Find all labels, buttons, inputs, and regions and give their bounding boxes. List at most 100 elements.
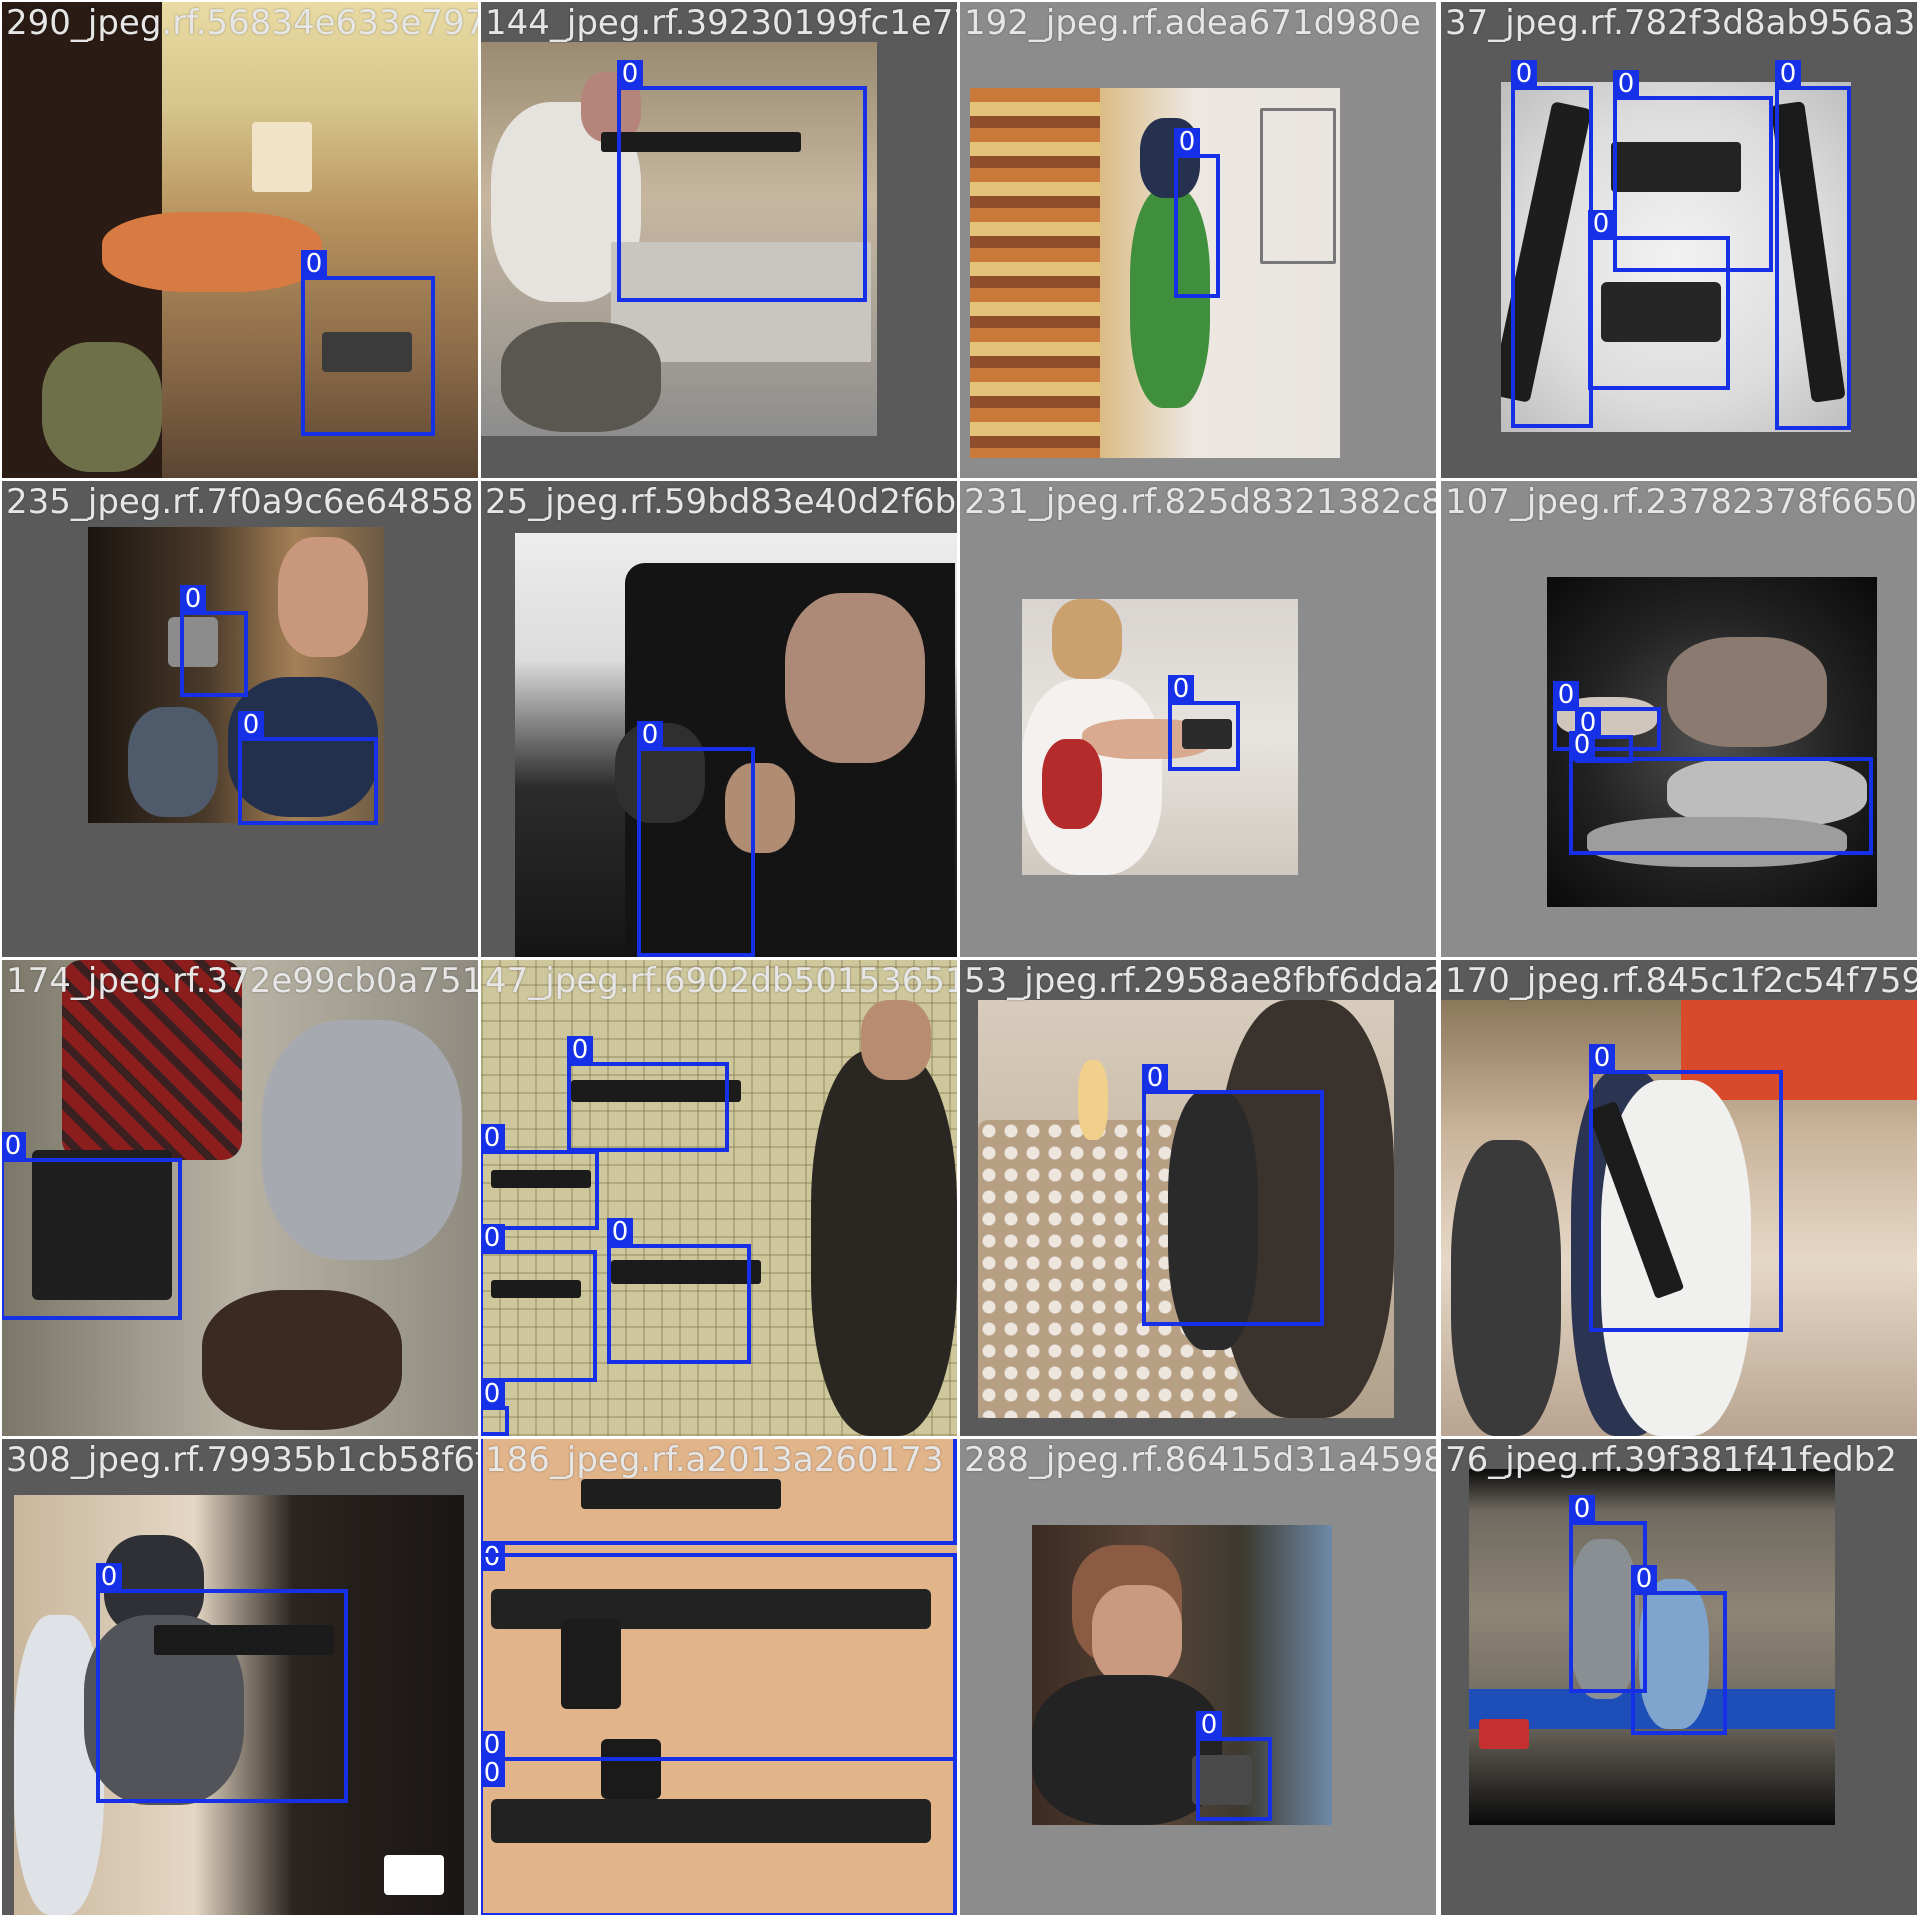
tile-photo — [1469, 1469, 1835, 1825]
tile-filename: 170_jpeg.rf.845c1f2c54f759 — [1445, 961, 1917, 1001]
detection-box: 0 — [238, 711, 378, 825]
mosaic-tile: 231_jpeg.rf.825d8321382c87 0 — [960, 481, 1436, 957]
detection-class-label: 0 — [301, 250, 327, 278]
detection-box: 0 — [1569, 731, 1873, 855]
detection-class-label: 0 — [617, 60, 643, 88]
detection-box: 0 — [481, 1380, 509, 1436]
tile-photo — [1501, 82, 1851, 432]
detection-class-label: 0 — [96, 1563, 122, 1591]
detection-box: 0 — [1174, 128, 1220, 298]
tile-filename: 25_jpeg.rf.59bd83e40d2f6ba — [485, 482, 957, 522]
detection-box: 0 — [637, 721, 755, 957]
detection-box: 0 — [2, 1132, 182, 1320]
tile-photo — [515, 533, 957, 957]
tile-filename: 144_jpeg.rf.39230199fc1e77 — [485, 3, 957, 43]
detection-box: 0 — [1511, 60, 1593, 428]
detection-class-label: 0 — [1196, 1711, 1222, 1739]
detection-box: 0 — [1142, 1064, 1324, 1326]
detection-box: 0 — [96, 1563, 348, 1803]
detection-box: 0 — [1775, 60, 1851, 430]
tile-filename: 174_jpeg.rf.372e99cb0a7518 — [6, 961, 478, 1001]
detection-box: 0 — [481, 1124, 599, 1230]
detection-box: 0 — [1168, 675, 1240, 771]
detection-class-label: 0 — [481, 1224, 505, 1252]
tile-filename: 231_jpeg.rf.825d8321382c87 — [964, 482, 1436, 522]
mosaic-tile: 76_jpeg.rf.39f381f41fedb2 0 0 — [1441, 1439, 1917, 1915]
mosaic-tile: 37_jpeg.rf.782f3d8ab956a35 0 0 0 0 — [1441, 2, 1917, 478]
detection-class-label: 0 — [481, 1759, 505, 1787]
detection-box: 0 — [567, 1036, 729, 1152]
tile-photo — [2, 960, 478, 1436]
detection-class-label: 0 — [1569, 1495, 1595, 1523]
detection-class-label: 0 — [1553, 681, 1579, 709]
detection-class-label: 0 — [1613, 70, 1639, 98]
tile-photo — [1032, 1525, 1332, 1825]
tile-filename: 235_jpeg.rf.7f0a9c6e64858 — [6, 482, 474, 522]
detection-class-label: 0 — [238, 711, 264, 739]
detection-class-label: 0 — [1775, 60, 1801, 88]
detection-class-label: 0 — [1631, 1565, 1657, 1593]
detection-box: 0 — [1196, 1711, 1272, 1821]
tile-filename: 192_jpeg.rf.adea671d980e — [964, 3, 1421, 43]
detection-class-label: 0 — [1168, 675, 1194, 703]
mosaic-tile: 144_jpeg.rf.39230199fc1e77 0 — [481, 2, 957, 478]
detection-class-label: 0 — [637, 721, 663, 749]
mosaic-tile: 107_jpeg.rf.23782378f6650a4 0 0 0 — [1441, 481, 1917, 957]
mosaic-tile: 186_jpeg.rf.a2013a260173 0 0 0 — [481, 1439, 957, 1915]
tile-filename: 53_jpeg.rf.2958ae8fbf6dda23 — [964, 961, 1436, 1001]
detection-box: 0 — [1613, 70, 1773, 272]
detection-class-label: 0 — [567, 1036, 593, 1064]
mosaic-tile: 53_jpeg.rf.2958ae8fbf6dda23 0 — [960, 960, 1436, 1436]
mosaic-tile: 235_jpeg.rf.7f0a9c6e64858 0 0 — [2, 481, 478, 957]
tile-filename: 76_jpeg.rf.39f381f41fedb2 — [1445, 1440, 1897, 1480]
mosaic-tile: 192_jpeg.rf.adea671d980e 0 — [960, 2, 1436, 478]
detection-class-label: 0 — [1511, 60, 1537, 88]
detection-box: 0 — [481, 1439, 957, 1571]
detection-box: 0 — [481, 1731, 957, 1915]
tile-filename: 290_jpeg.rf.56834e633e797 — [6, 3, 478, 43]
tile-filename: 107_jpeg.rf.23782378f6650a4 — [1445, 482, 1917, 522]
mosaic-tile: 290_jpeg.rf.56834e633e797 0 — [2, 2, 478, 478]
detection-box: 0 — [481, 1224, 597, 1382]
detection-class-label: 0 — [481, 1124, 505, 1152]
detection-box: 0 — [1553, 681, 1661, 751]
tile-filename: 288_jpeg.rf.86415d31a45986 — [964, 1440, 1436, 1480]
detection-class-label: 0 — [1569, 731, 1595, 759]
detection-class-label: 0 — [1142, 1064, 1168, 1092]
tile-photo — [481, 1439, 957, 1915]
mosaic-tile: 308_jpeg.rf.79935b1cb58f6f 0 — [2, 1439, 478, 1915]
detection-class-label: 0 — [2, 1132, 26, 1160]
detection-class-label: 0 — [607, 1218, 633, 1246]
mosaic-tile: 47_jpeg.rf.6902db50153651 0 0 0 0 0 — [481, 960, 957, 1436]
detection-class-label: 0 — [1588, 210, 1614, 238]
detection-class-label: 0 — [180, 585, 206, 613]
detection-class-label: 0 — [481, 1543, 505, 1571]
detection-box: 0 — [481, 1553, 957, 1787]
mosaic-tile: 170_jpeg.rf.845c1f2c54f759 0 — [1441, 960, 1917, 1436]
tile-photo — [481, 42, 877, 436]
detection-box: 0 — [1589, 1044, 1783, 1332]
detection-class-label: 0 — [481, 1380, 505, 1408]
detection-box: 0 — [607, 1218, 751, 1364]
detection-box: 0 — [1588, 210, 1730, 390]
tile-filename: 47_jpeg.rf.6902db50153651 — [485, 961, 957, 1001]
tile-photo — [978, 1000, 1394, 1418]
mosaic-tile: 288_jpeg.rf.86415d31a45986 0 — [960, 1439, 1436, 1915]
detection-box: 0 — [617, 60, 867, 302]
detection-class-label: 0 — [481, 1731, 505, 1759]
tile-filename: 186_jpeg.rf.a2013a260173 — [485, 1440, 944, 1480]
tile-photo — [1022, 599, 1298, 875]
tile-filename: 37_jpeg.rf.782f3d8ab956a35 — [1445, 3, 1917, 43]
detection-box: 0 — [301, 250, 435, 436]
detection-box: 0 — [1631, 1565, 1727, 1735]
tile-photo — [970, 88, 1340, 458]
detection-class-label: 0 — [1589, 1044, 1615, 1072]
tile-photo — [2, 2, 478, 478]
tile-filename: 308_jpeg.rf.79935b1cb58f6f — [6, 1440, 478, 1480]
mosaic-tile: 174_jpeg.rf.372e99cb0a7518 0 — [2, 960, 478, 1436]
tile-photo — [14, 1495, 464, 1915]
tile-photo — [481, 960, 957, 1436]
mosaic-tile: 25_jpeg.rf.59bd83e40d2f6ba 0 — [481, 481, 957, 957]
tile-photo — [88, 527, 384, 823]
